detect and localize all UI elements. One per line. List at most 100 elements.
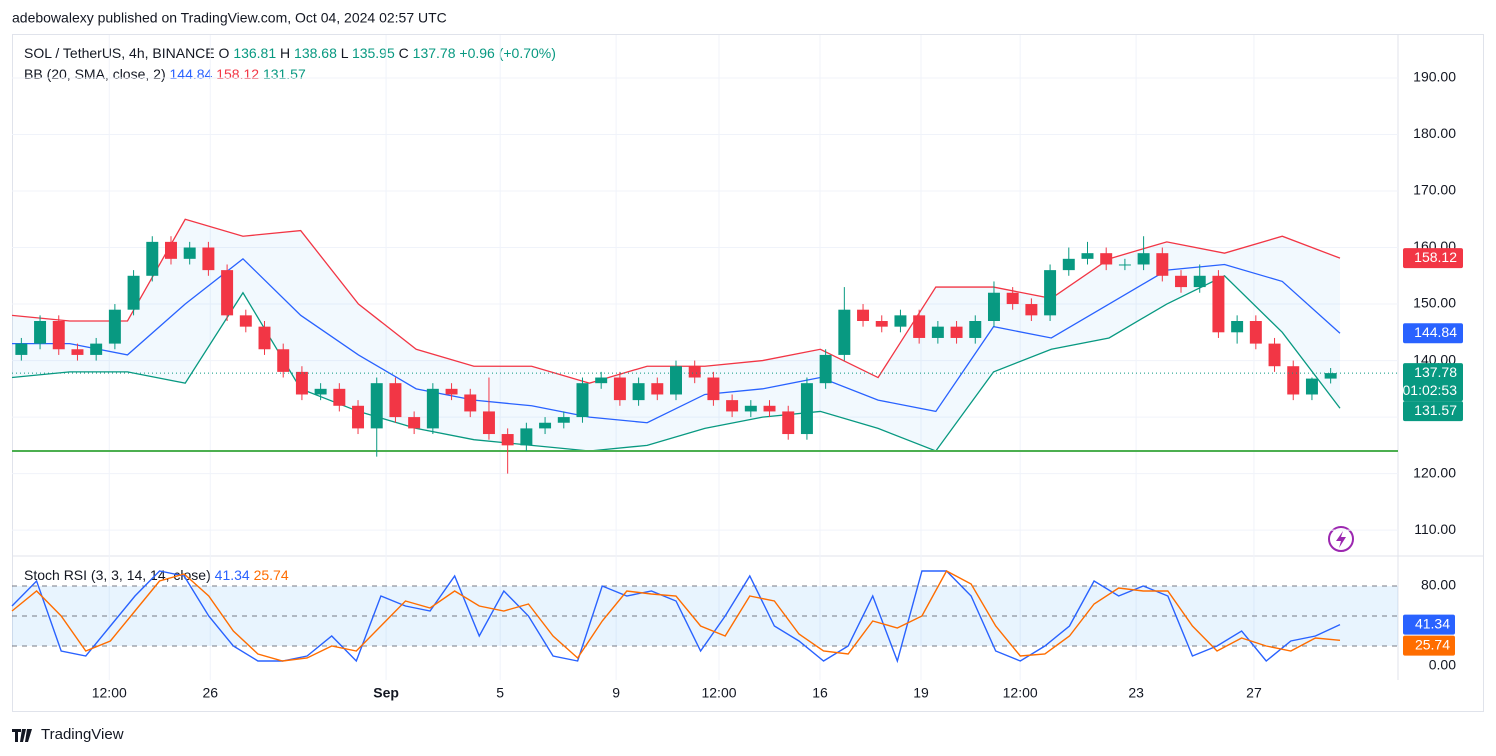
candle-body xyxy=(221,270,234,316)
alert-icon[interactable] xyxy=(1328,526,1354,552)
candle-body xyxy=(838,309,851,355)
y-tick-label: 190.00 xyxy=(1413,69,1456,85)
candle-body xyxy=(613,377,626,401)
candle-body xyxy=(258,326,271,350)
candle-body xyxy=(165,241,177,259)
x-tick-label: 26 xyxy=(202,685,218,701)
badge-countdown: 01:02:53 xyxy=(1403,382,1458,398)
candle-body xyxy=(370,383,383,429)
candle-body xyxy=(408,417,421,429)
band-line xyxy=(11,274,1341,452)
y-tick-label: 150.00 xyxy=(1413,295,1456,311)
candle-body xyxy=(71,349,84,355)
candle-body xyxy=(857,309,870,321)
stoch-tick-label: 0.00 xyxy=(1429,657,1456,673)
candle-body xyxy=(1081,253,1094,259)
legend-item: 135.95 xyxy=(352,45,395,61)
candle-body xyxy=(557,417,570,423)
y-tick-label: 120.00 xyxy=(1413,464,1456,480)
stoch-badge-label: 41.34 xyxy=(1415,615,1450,631)
price-badge xyxy=(1403,323,1463,344)
candle-body xyxy=(913,315,926,338)
candle-body xyxy=(482,411,495,435)
candle-body xyxy=(277,349,290,372)
x-tick-label: 27 xyxy=(1246,685,1262,701)
candle-body xyxy=(389,383,402,418)
badge-label: 137.78 xyxy=(1414,364,1457,380)
candle-body xyxy=(295,371,308,395)
legend-item: BB (20, SMA, close, 2) xyxy=(24,66,166,82)
candle-body xyxy=(146,241,159,276)
published: adebowalexy published on TradingView.com… xyxy=(12,10,447,26)
candle-body xyxy=(744,405,757,412)
candle-body xyxy=(670,366,682,395)
legend-item: Stoch RSI (3, 3, 14, 14, close) xyxy=(24,567,211,583)
candle-body xyxy=(800,383,813,435)
candle-body xyxy=(595,377,608,384)
candle-body xyxy=(202,247,215,271)
price-badge xyxy=(1403,401,1463,422)
legend-item: O xyxy=(219,45,230,61)
stoch-tick-label: 80.00 xyxy=(1421,577,1456,593)
candle-body xyxy=(1025,304,1038,316)
stoch-badge-label: 25.74 xyxy=(1415,636,1450,652)
candle-body xyxy=(1175,275,1187,288)
candle-body xyxy=(127,275,140,310)
candle-body xyxy=(520,428,533,446)
y-tick-label: 180.00 xyxy=(1413,125,1456,141)
legend-row: SOL / TetherUS, 4h, BINANCE O 136.81 H 1… xyxy=(24,45,556,61)
price-badge xyxy=(1403,363,1463,402)
x-tick-label: 23 xyxy=(1128,685,1144,701)
x-tick-label: 16 xyxy=(812,685,828,701)
brand: TradingView xyxy=(41,726,124,743)
candle-body xyxy=(239,315,252,327)
stoch-line xyxy=(11,570,1341,664)
candle-body xyxy=(1324,373,1337,379)
candle-body xyxy=(763,405,776,412)
badge-label: 131.57 xyxy=(1414,402,1457,418)
candle-body xyxy=(501,434,514,446)
legend: SOL / TetherUS, 4h, BINANCE O 136.81 H 1… xyxy=(24,45,556,583)
x-tick-label: 12:00 xyxy=(92,685,127,701)
candle-body xyxy=(352,405,365,429)
legend-item: 158.12 xyxy=(216,66,259,82)
badge-label: 144.84 xyxy=(1414,324,1457,340)
candle-body xyxy=(108,309,121,344)
stoch-badge xyxy=(1403,614,1455,635)
legend-item: 136.81 xyxy=(233,45,276,61)
candle-body xyxy=(34,321,47,344)
legend-item: L xyxy=(341,45,349,61)
legend-item: SOL / TetherUS, 4h, BINANCE xyxy=(24,45,215,61)
candle-body xyxy=(875,321,888,327)
candle-body xyxy=(52,321,65,350)
x-tick-label: 9 xyxy=(612,685,620,701)
legend-item: +0.96 (+0.70%) xyxy=(459,45,556,61)
badge-label: 158.12 xyxy=(1414,249,1457,265)
candle-body xyxy=(183,247,196,259)
candle-body xyxy=(1156,253,1169,276)
x-tick-label: 12:00 xyxy=(1003,685,1038,701)
stoch-badge xyxy=(1403,635,1455,656)
candle-body xyxy=(426,388,439,429)
candle-body xyxy=(1249,321,1262,344)
candle-body xyxy=(950,326,963,338)
legend-row: BB (20, SMA, close, 2) 144.84 158.12 131… xyxy=(24,66,306,82)
alert-bolt xyxy=(1336,531,1346,548)
candle-body xyxy=(1006,292,1019,305)
candle-body xyxy=(1118,264,1131,266)
band-line xyxy=(12,257,1341,424)
candle-body xyxy=(1062,258,1075,271)
candle-body xyxy=(726,400,739,412)
candle-body xyxy=(90,343,103,355)
candle-body xyxy=(707,377,720,401)
candle-body xyxy=(632,383,645,401)
legend-item: C xyxy=(399,45,409,61)
y-tick-label: 170.00 xyxy=(1413,182,1456,198)
legend-item: 144.84 xyxy=(170,66,213,82)
candle-body xyxy=(969,321,982,338)
legend-item: 41.34 xyxy=(215,567,250,583)
candle-body xyxy=(819,354,832,384)
x-tick-label: 5 xyxy=(496,685,504,701)
